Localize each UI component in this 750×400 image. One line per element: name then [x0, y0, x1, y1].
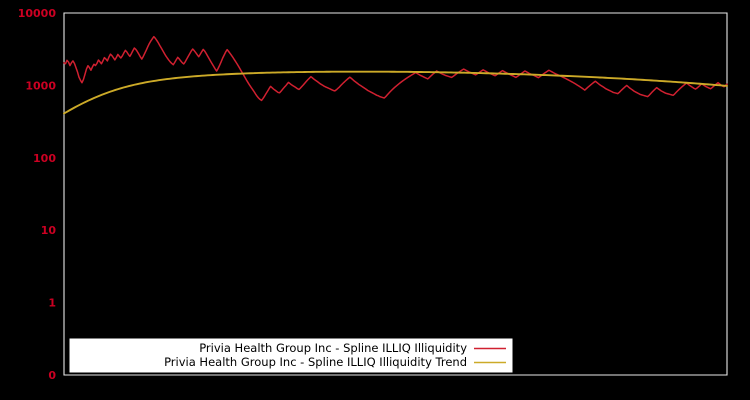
y-axis-label-10000: 10000 [18, 7, 57, 20]
legend-label-illiquidity-trend: Privia Health Group Inc - Spline ILLIQ I… [164, 355, 467, 369]
data-series-group [63, 35, 728, 115]
y-axis-label-10: 10 [41, 224, 57, 237]
illiquidity-series-line [63, 35, 728, 102]
y-axis-label-1000: 1000 [25, 79, 56, 92]
y-axis-label-100: 100 [33, 152, 56, 165]
chart-legend[interactable]: Privia Health Group Inc - Spline ILLIQ I… [69, 338, 513, 373]
illiquidity-trend-line [63, 70, 728, 115]
plot-area-border [63, 12, 728, 376]
y-axis-label-1: 1 [48, 297, 56, 310]
legend-background [69, 338, 513, 373]
y-axis-label-0: 0 [48, 369, 56, 382]
legend-label-illiquidity: Privia Health Group Inc - Spline ILLIQ I… [199, 341, 467, 355]
